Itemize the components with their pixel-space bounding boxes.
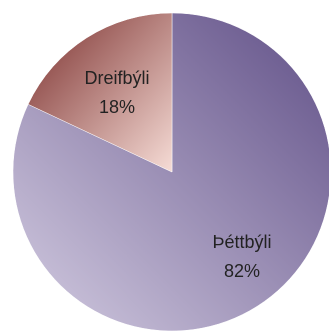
slice-label-name-0: Þéttbýli [212,232,271,252]
pie-slice-1 [27,12,173,173]
slice-label-percent-1: 18% [99,97,135,117]
slice-label-percent-0: 82% [224,261,260,281]
pie-slice-0 [12,12,329,331]
pie-slices [12,12,329,331]
pie-labels: Þéttbýli 82% Dreifbýli 18% [84,68,271,281]
slice-label-name-1: Dreifbýli [84,68,149,88]
